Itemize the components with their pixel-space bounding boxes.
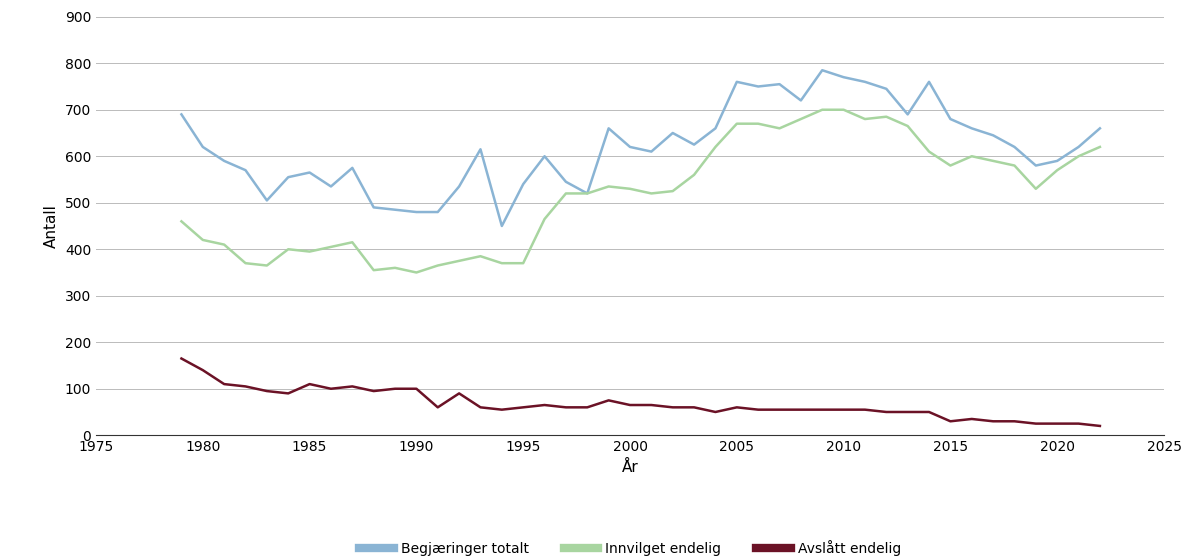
Y-axis label: Antall: Antall <box>44 204 59 248</box>
Legend: Begjæringer totalt, Innvilget endelig, Avslått endelig: Begjæringer totalt, Innvilget endelig, A… <box>354 534 906 558</box>
X-axis label: År: År <box>622 460 638 475</box>
